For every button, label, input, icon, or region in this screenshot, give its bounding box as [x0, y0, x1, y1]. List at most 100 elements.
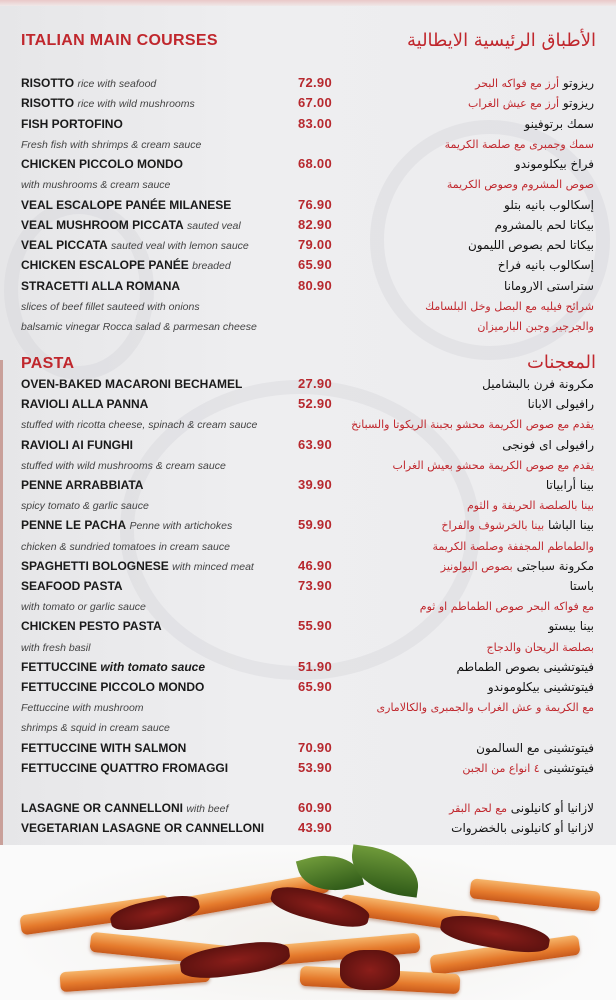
item-name-arabic: لازانيا أو كانيلونى بالخضروات — [451, 821, 594, 836]
item-description: with minced meat — [172, 560, 254, 573]
item-name-en: PENNE ARRABBIATA — [21, 475, 143, 495]
item-name-en: VEAL ESCALOPE PANÉE MILANESE — [21, 195, 231, 215]
item-description-arabic: ٤ انواع من الجبن — [462, 761, 540, 775]
item-name-en: LASAGNE OR CANNELLONI with beef — [21, 798, 228, 819]
item-name-arabic: ستراستى الارومانا — [504, 278, 594, 293]
item-description-arabic: بصوص البولونيز — [440, 559, 513, 573]
item-name-en: stuffed with ricotta cheese, spinach & c… — [21, 414, 257, 435]
item-name-arabic: بينا بيستو — [548, 619, 594, 634]
item-description: stuffed with ricotta cheese, spinach & c… — [21, 419, 258, 432]
menu-item-description: stuffed with ricotta cheese, spinach & c… — [0, 414, 616, 434]
item-description-arabic: أرز مع فواكه البحر — [475, 77, 560, 90]
item-name: CHICKEN PICCOLO MONDO — [21, 157, 183, 171]
item-description-arabic: صوص المشروم وصوص الكريمة — [446, 178, 594, 192]
item-name: CHICKEN PESTO PASTA — [21, 619, 162, 634]
item-description: breaded — [192, 260, 231, 273]
menu-item: LASAGNE OR CANNELLONI with beef 60.90 لازا… — [0, 798, 616, 818]
item-description: shrimps & squid in cream sauce — [21, 722, 170, 735]
item-name-arabic: بيكاتا لحم بصوص الليمون — [467, 238, 594, 252]
item-name-ar: شرائح فيليه مع البصل وخل البلسامك — [425, 296, 594, 317]
item-name-arabic: فراخ بيكلوموندو — [514, 157, 594, 171]
item-name-en: PENNE LE PACHA Penne with artichokes — [21, 515, 232, 536]
item-name-en: RISOTTO rice with wild mushrooms — [21, 93, 195, 114]
item-price: 70.90 — [297, 739, 332, 755]
menu-item: RISOTTO rice with wild mushrooms 67.00 ريز… — [0, 93, 616, 113]
item-name-ar: سمك برتوفينو — [524, 114, 594, 134]
item-name-en: VEAL PICCATA sauted veal with lemon sauc… — [21, 235, 249, 256]
item-name-arabic: فيتوتشينى مع السالمون — [476, 740, 594, 755]
menu-item: PENNE LE PACHA Penne with artichokes 59.9… — [0, 515, 616, 535]
item-price: 79.00 — [297, 237, 332, 252]
item-name-en: SEAFOOD PASTA — [21, 576, 123, 596]
item-name-en: Fresh fish with shrimps & cream sauce — [21, 134, 201, 155]
item-description: with beef — [186, 803, 229, 816]
item-description: Fettuccine with mushroom — [21, 702, 144, 715]
item-description: balsamic vinegar Rocca salad & parmesan … — [21, 321, 257, 333]
item-name-ar: مع فواكه البحر صوص الطماطم او ثوم — [420, 596, 594, 617]
item-price: 72.90 — [297, 75, 332, 90]
item-name-en: CHICKEN PICCOLO MONDO — [21, 154, 183, 174]
menu-item-description: stuffed with wild mushrooms & cream sauc… — [0, 455, 616, 475]
item-name-en: FETTUCCINE QUATTRO FROMAGGI — [21, 758, 228, 778]
item-description: with fresh basil — [21, 641, 91, 654]
item-name: SEAFOOD PASTA — [21, 579, 123, 593]
item-description-arabic: بينا بالصلصة الحريفة و الثوم — [466, 499, 594, 513]
item-name: PENNE LE PACHA — [21, 518, 127, 533]
item-price: 65.90 — [297, 679, 332, 694]
item-name-ar: باستا — [570, 576, 594, 596]
item-name-arabic: بيكاتا لحم بالمشروم — [494, 217, 594, 232]
menu-item: RAVIOLI AI FUNGHI 63.90 رافيولى اى فونجى — [0, 435, 616, 455]
item-description-arabic: مع الكريمة و عش الغراب والجمبرى والكالام… — [376, 701, 594, 715]
item-description: Fresh fish with shrimps & cream sauce — [21, 138, 202, 151]
menu-item: CHICKEN PICCOLO MONDO 68.00 فراخ بيكلومون… — [0, 154, 616, 174]
item-name-arabic: فيتوتشينى بيكلوموندو — [487, 680, 594, 694]
item-name-arabic: إسكالوب بانيه فراخ — [497, 258, 594, 273]
item-description-arabic: بينا بالخرشوف والفراخ — [441, 519, 545, 533]
item-name-arabic: إسكالوب بانيه بتلو — [504, 197, 594, 212]
item-name-arabic: مكرونة سباجتى — [516, 558, 594, 573]
item-name-ar: مع الكريمة و عش الغراب والجمبرى والكالام… — [377, 697, 594, 718]
item-price: 63.90 — [297, 436, 332, 452]
item-price: 83.00 — [297, 115, 332, 131]
item-price: 60.90 — [297, 800, 332, 816]
item-description-arabic: شرائح فيليه مع البصل وخل البلسامك — [425, 299, 594, 313]
menu-item: SPAGHETTI BOLOGNESE with minced meat 46.9… — [0, 556, 616, 576]
item-name: OVEN-BAKED MACARONI BECHAMEL — [21, 377, 243, 391]
item-name-en: CHICKEN PESTO PASTA — [21, 616, 162, 636]
item-name-ar: سمك وجمبرى مع صلصة الكريمة — [445, 134, 594, 155]
item-description: spicy tomato & garlic sauce — [21, 500, 149, 513]
item-price: 39.90 — [297, 477, 332, 492]
menu-item: FISH PORTOFINO 83.00 سمك برتوفينو — [0, 114, 616, 134]
item-name-ar: والجرجير وجبن البارميزان — [477, 316, 594, 337]
item-name-ar: فراخ بيكلوموندو — [515, 154, 594, 174]
item-price: 43.90 — [297, 820, 332, 836]
item-name-ar: والطماطم المجففة وصلصة الكريمة — [432, 536, 594, 557]
item-name-arabic: سمك برتوفينو — [524, 116, 594, 131]
item-description: rice with seafood — [77, 78, 157, 90]
item-price: 52.90 — [297, 396, 332, 412]
menu-item: FETTUCCINE with tomato sauce 51.90 فيتوتشي… — [0, 657, 616, 677]
item-name-ar: فيتوتشينى مع السالمون — [476, 738, 594, 758]
item-description-arabic: والطماطم المجففة وصلصة الكريمة — [432, 539, 594, 553]
item-name: FISH PORTOFINO — [21, 116, 123, 131]
item-price: 76.90 — [297, 196, 332, 212]
item-name: STRACETTI ALLA ROMANA — [21, 278, 181, 293]
menu-item-description: with tomato or garlic sauce مع فواكه البح… — [0, 596, 616, 616]
item-price: 46.90 — [297, 557, 332, 573]
item-name-ar: فيتوتشينى بيكلوموندو — [488, 677, 594, 697]
item-name: CHICKEN ESCALOPE PANÉE — [21, 258, 189, 273]
item-name-en: spicy tomato & garlic sauce — [21, 495, 149, 516]
item-price: 82.90 — [297, 216, 332, 232]
item-name-en: SPAGHETTI BOLOGNESE with minced meat — [21, 556, 254, 577]
item-name-ar: إسكالوب بانيه فراخ — [498, 255, 594, 275]
item-price: 59.90 — [297, 517, 332, 533]
item-name-ar: فيتوتشينى ٤ انواع من الجبن — [462, 758, 594, 779]
menu-item-description: spicy tomato & garlic sauce بينا بالصلصة … — [0, 495, 616, 515]
item-name-ar: إسكالوب بانيه بتلو — [504, 195, 594, 215]
item-name-ar: صوص المشروم وصوص الكريمة — [447, 174, 594, 195]
item-name-ar: ريزوتو أرز مع عيش الغراب — [468, 93, 594, 114]
item-name: SPAGHETTI BOLOGNESE — [21, 558, 169, 573]
menu-item: VEAL MUSHROOM PICCATA sauted veal 82.90 بي… — [0, 215, 616, 235]
menu-item-description: with mushrooms & cream sauce صوص المشروم … — [0, 174, 616, 194]
item-name-arabic: ريزوتو — [562, 96, 594, 111]
